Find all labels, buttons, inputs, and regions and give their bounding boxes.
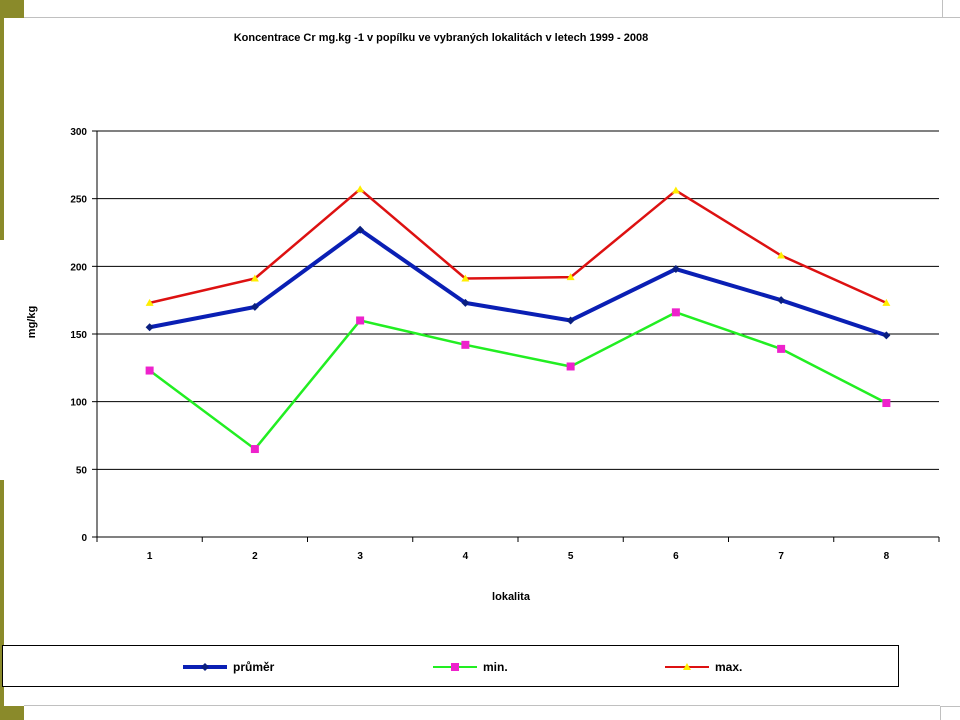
data-point-min.-4: [461, 340, 470, 349]
data-point-max.-7: [777, 251, 786, 259]
y-tick-label-150: 150: [70, 330, 87, 341]
left-edge-bar-top: [0, 18, 4, 240]
corner-decoration-top-left: [0, 0, 24, 18]
legend-label-min: min.: [483, 660, 508, 674]
data-point-průměr-3: [356, 225, 365, 234]
data-point-min.-5: [566, 362, 575, 371]
legend-label-prumer: průměr: [233, 660, 275, 674]
y-tick-label-50: 50: [76, 465, 88, 476]
data-point-max.-8: [882, 298, 891, 306]
data-point-min.-2: [250, 445, 259, 454]
legend-item-min: min.: [431, 658, 508, 676]
x-tick-label-7: 7: [778, 551, 784, 562]
left-edge-bar-bottom: [0, 480, 4, 706]
y-tick-label-250: 250: [70, 195, 87, 206]
series-max.: [145, 185, 891, 306]
x-tick-label-3: 3: [357, 551, 363, 562]
x-tick-label-1: 1: [147, 551, 153, 562]
series-průměr: [145, 225, 891, 340]
axes: [92, 130, 940, 542]
top-rule: [24, 17, 942, 18]
data-point-min.-3: [356, 316, 365, 325]
data-series: [145, 185, 891, 454]
corner-decoration-bottom-left: [0, 706, 24, 720]
data-point-min.-1: [145, 366, 154, 375]
y-tick-label-0: 0: [81, 533, 87, 544]
data-point-průměr-2: [250, 302, 259, 311]
bottom-rule: [24, 705, 940, 706]
x-tick-label-2: 2: [252, 551, 258, 562]
chart-title: Koncentrace Cr mg.kg -1 v popílku ve vyb…: [234, 32, 649, 44]
data-point-průměr-6: [671, 265, 680, 274]
series-min.: [145, 308, 891, 454]
data-point-průměr-7: [777, 296, 786, 305]
y-tick-label-100: 100: [70, 398, 87, 409]
data-point-max.-1: [145, 298, 154, 306]
x-tick-label-6: 6: [673, 551, 679, 562]
legend-swatch-min: [431, 660, 481, 674]
data-point-max.-3: [356, 185, 365, 193]
data-point-průměr-5: [566, 316, 575, 325]
data-point-průměr-4: [461, 298, 470, 307]
legend-swatch-prumer: [181, 660, 231, 674]
x-tick-label-5: 5: [568, 551, 574, 562]
corner-decoration-top-right: [942, 0, 960, 18]
legend-label-max: max.: [715, 660, 743, 674]
x-tick-label-8: 8: [884, 551, 890, 562]
y-axis-label: mg/kg: [26, 306, 38, 338]
data-point-min.-8: [882, 399, 891, 408]
data-point-max.-6: [671, 186, 680, 194]
corner-decoration-bottom-right: [940, 706, 960, 720]
data-point-max.-5: [566, 273, 575, 281]
tick-labels: 0 50 100 150 200 250 300 1 2 3 4 5 6 7 8: [70, 127, 889, 562]
x-tick-label-4: 4: [463, 551, 469, 562]
y-tick-label-200: 200: [70, 262, 87, 273]
series-line-min.: [148, 311, 887, 451]
legend-swatch-max: [663, 660, 713, 674]
y-tick-label-300: 300: [70, 127, 87, 138]
series-line-max.: [149, 187, 887, 305]
x-axis-label: lokalita: [492, 591, 531, 603]
data-point-průměr-1: [145, 323, 154, 332]
legend: průměr min. max.: [2, 645, 899, 687]
gridlines: [97, 130, 939, 470]
data-point-min.-7: [777, 344, 786, 353]
data-point-min.-6: [671, 308, 680, 317]
legend-item-prumer: průměr: [181, 658, 274, 676]
legend-item-max: max.: [663, 658, 742, 676]
data-point-max.-4: [461, 274, 470, 282]
series-line-průměr: [149, 227, 888, 338]
data-point-průměr-8: [882, 331, 891, 340]
data-point-max.-2: [250, 274, 259, 282]
